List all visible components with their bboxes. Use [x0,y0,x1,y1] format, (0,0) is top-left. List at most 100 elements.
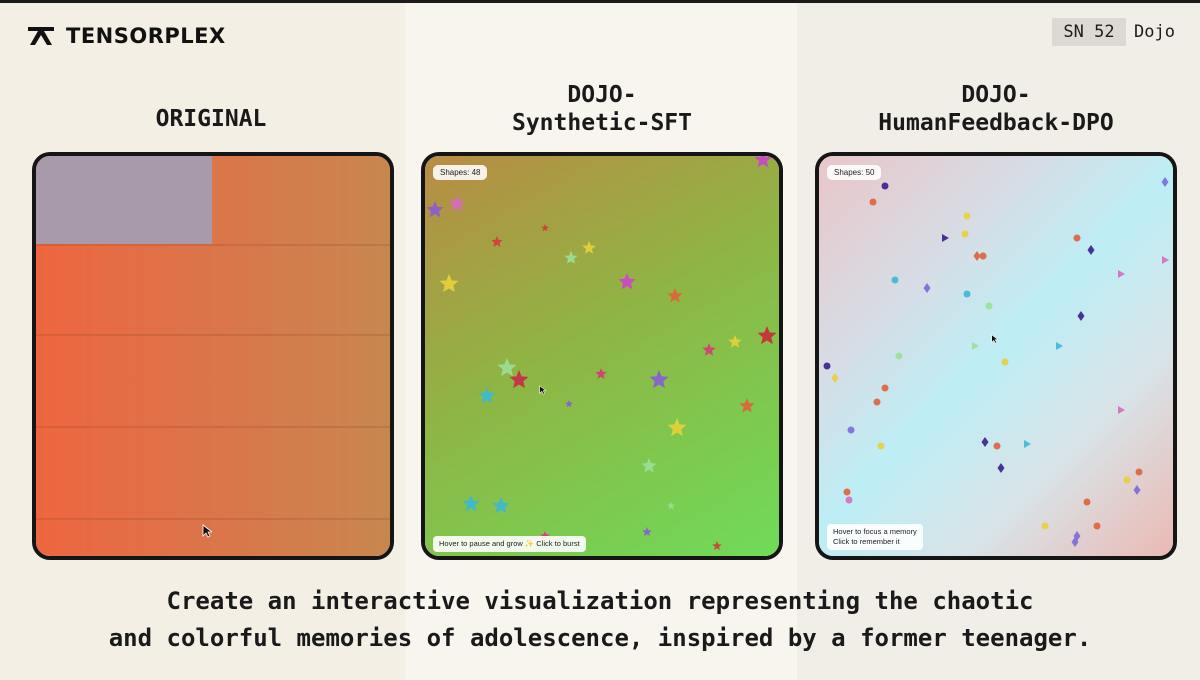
star-shape[interactable] [618,273,636,290]
confetti-shape[interactable] [1093,522,1101,530]
confetti-shape[interactable] [1161,177,1169,187]
star-shape[interactable] [712,541,722,550]
confetti-shape[interactable] [963,212,971,220]
star-shape[interactable] [641,458,657,473]
hint-line: Hover to focus a memory [833,527,917,536]
star-shape[interactable] [478,387,496,404]
confetti-shape[interactable] [881,182,889,190]
confetti-shape[interactable] [1118,270,1125,278]
confetti-shape[interactable] [981,437,989,447]
confetti-shape[interactable] [1123,476,1131,484]
mouse-cursor-icon [539,385,546,395]
subnet-badge: SN 52 [1052,18,1126,46]
confetti-shape[interactable] [985,302,993,310]
confetti-shape[interactable] [1041,522,1049,530]
star-shape[interactable] [642,527,652,536]
column-title-line: Synthetic-SFT [511,110,692,136]
star-shape[interactable] [757,326,777,345]
confetti-shape[interactable] [1133,485,1141,495]
star-shape[interactable] [491,236,503,247]
confetti-canvas[interactable] [819,156,1173,556]
confetti-shape[interactable] [881,384,889,392]
stripe [36,334,390,336]
column-title-dpo: DOJO- HumanFeedback-DPO [815,81,1177,137]
star-shape[interactable] [565,400,573,408]
interaction-hint: Hover to pause and grow ✨ Click to burst [433,536,586,552]
mouse-cursor-icon [202,524,212,538]
confetti-shape[interactable] [831,373,839,383]
stripe [36,244,390,246]
star-shape[interactable] [728,335,742,348]
confetti-shape[interactable] [1087,245,1095,255]
interaction-hint: Hover to focus a memory Click to remembe… [827,524,923,550]
dojo-tag: Dojo [1134,22,1175,42]
star-shape[interactable] [497,358,517,377]
star-shape[interactable] [448,195,466,212]
confetti-shape[interactable] [1077,311,1085,321]
star-shape[interactable] [564,251,578,264]
confetti-shape[interactable] [847,426,855,434]
star-shape[interactable] [541,224,549,232]
confetti-shape[interactable] [1162,256,1169,264]
confetti-shape[interactable] [923,283,931,293]
star-shape[interactable] [739,398,755,413]
sft-preview[interactable]: Shapes: 48 Hover to pause and grow ✨ Cli… [421,152,783,560]
color-block [36,156,212,244]
star-shape[interactable] [595,368,607,379]
gradient-canvas[interactable] [425,156,779,556]
confetti-shape[interactable] [823,362,831,370]
star-shape[interactable] [702,343,716,356]
mouse-cursor-icon [991,334,998,344]
confetti-shape[interactable] [869,198,877,206]
confetti-shape[interactable] [1024,440,1031,448]
confetti-shape[interactable] [1073,234,1081,242]
star-shape[interactable] [492,497,510,514]
shape-counter: Shapes: 48 [433,165,488,180]
confetti-shape[interactable] [942,234,949,242]
star-shape[interactable] [439,274,459,293]
confetti-shape[interactable] [1001,358,1009,366]
confetti-shape[interactable] [973,251,981,261]
star-shape[interactable] [540,531,550,540]
confetti-shape[interactable] [877,442,885,450]
star-shape[interactable] [509,370,529,389]
star-shape[interactable] [754,156,772,168]
top-border [0,0,1200,3]
confetti-shape[interactable] [961,230,969,238]
confetti-shape[interactable] [1083,498,1091,506]
original-preview[interactable] [32,152,394,560]
confetti-shape[interactable] [972,342,979,350]
star-shape[interactable] [462,495,480,512]
star-shape[interactable] [582,241,596,254]
column-title-line: DOJO- [567,82,637,108]
confetti-shape[interactable] [1118,406,1125,414]
brand-logo: TENSORPLEX [26,24,226,48]
stars-canvas[interactable] [425,156,779,556]
confetti-shape[interactable] [873,398,881,406]
confetti-shape[interactable] [993,442,1001,450]
dpo-preview[interactable]: Shapes: 50 Hover to focus a memory Click… [815,152,1177,560]
confetti-shape[interactable] [843,488,851,496]
star-shape[interactable] [426,201,444,218]
confetti-shape[interactable] [997,463,1005,473]
confetti-shape[interactable] [895,352,903,360]
confetti-shape[interactable] [979,252,987,260]
confetti-shape[interactable] [891,276,899,284]
shape-counter: Shapes: 50 [827,165,882,180]
confetti-shape[interactable] [1056,342,1063,350]
star-shape[interactable] [649,370,669,389]
confetti-shape[interactable] [845,496,853,504]
star-shape[interactable] [667,418,687,437]
star-shape[interactable] [667,502,675,510]
caption-line: and colorful memories of adolescence, in… [108,624,1092,652]
hint-line: Click to remember it [833,537,900,546]
confetti-shape[interactable] [1071,537,1079,547]
brand-name: TENSORPLEX [66,24,226,48]
star-shape[interactable] [667,288,683,303]
column-title-original: ORIGINAL [32,105,390,133]
stripe [36,518,390,520]
gradient-canvas[interactable] [819,156,1173,556]
confetti-shape[interactable] [963,290,971,298]
confetti-shape[interactable] [1135,468,1143,476]
tensorplex-logo-icon [28,27,54,45]
